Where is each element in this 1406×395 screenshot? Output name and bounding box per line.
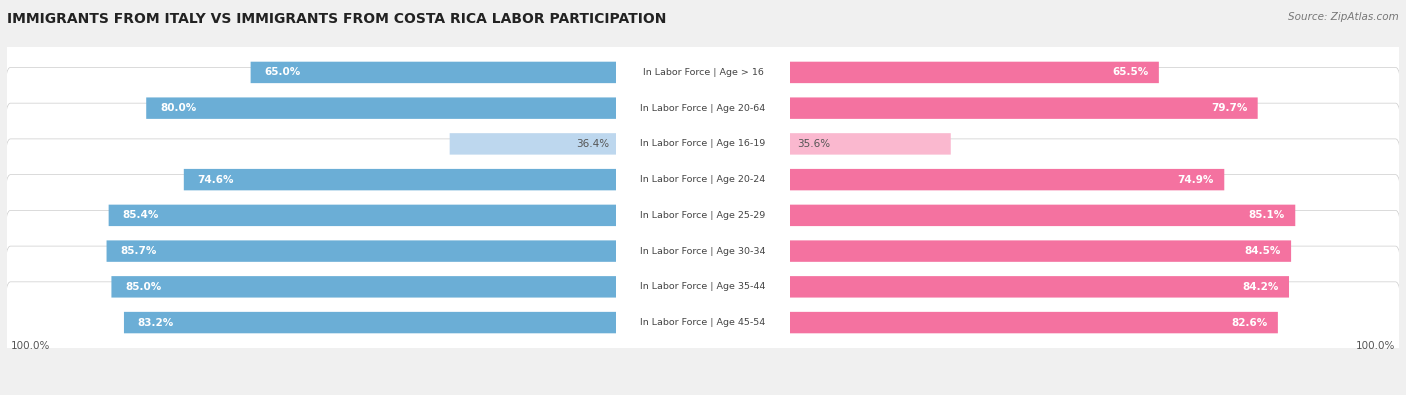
FancyBboxPatch shape bbox=[616, 276, 790, 297]
FancyBboxPatch shape bbox=[616, 312, 790, 333]
FancyBboxPatch shape bbox=[146, 98, 616, 119]
Text: 36.4%: 36.4% bbox=[576, 139, 609, 149]
FancyBboxPatch shape bbox=[6, 68, 1400, 149]
FancyBboxPatch shape bbox=[616, 241, 790, 262]
FancyBboxPatch shape bbox=[6, 246, 1400, 327]
FancyBboxPatch shape bbox=[790, 133, 950, 154]
Text: 65.5%: 65.5% bbox=[1112, 68, 1149, 77]
FancyBboxPatch shape bbox=[790, 276, 1289, 297]
FancyBboxPatch shape bbox=[108, 205, 616, 226]
Text: In Labor Force | Age 30-34: In Labor Force | Age 30-34 bbox=[640, 246, 766, 256]
FancyBboxPatch shape bbox=[184, 169, 616, 190]
Text: 100.0%: 100.0% bbox=[1357, 341, 1396, 351]
FancyBboxPatch shape bbox=[616, 98, 790, 119]
Text: 85.0%: 85.0% bbox=[125, 282, 162, 292]
Text: 83.2%: 83.2% bbox=[138, 318, 174, 327]
Text: 84.2%: 84.2% bbox=[1241, 282, 1278, 292]
Text: 65.0%: 65.0% bbox=[264, 68, 301, 77]
FancyBboxPatch shape bbox=[107, 241, 616, 262]
FancyBboxPatch shape bbox=[790, 205, 1295, 226]
FancyBboxPatch shape bbox=[616, 169, 790, 190]
FancyBboxPatch shape bbox=[616, 62, 790, 83]
FancyBboxPatch shape bbox=[6, 282, 1400, 363]
Text: In Labor Force | Age > 16: In Labor Force | Age > 16 bbox=[643, 68, 763, 77]
Text: IMMIGRANTS FROM ITALY VS IMMIGRANTS FROM COSTA RICA LABOR PARTICIPATION: IMMIGRANTS FROM ITALY VS IMMIGRANTS FROM… bbox=[7, 12, 666, 26]
Text: In Labor Force | Age 20-24: In Labor Force | Age 20-24 bbox=[640, 175, 766, 184]
FancyBboxPatch shape bbox=[6, 211, 1400, 292]
Text: 100.0%: 100.0% bbox=[10, 341, 49, 351]
Text: In Labor Force | Age 45-54: In Labor Force | Age 45-54 bbox=[640, 318, 766, 327]
FancyBboxPatch shape bbox=[450, 133, 616, 154]
Text: In Labor Force | Age 25-29: In Labor Force | Age 25-29 bbox=[640, 211, 766, 220]
FancyBboxPatch shape bbox=[6, 175, 1400, 256]
Text: 85.4%: 85.4% bbox=[122, 211, 159, 220]
FancyBboxPatch shape bbox=[6, 139, 1400, 220]
Text: 74.6%: 74.6% bbox=[198, 175, 235, 184]
FancyBboxPatch shape bbox=[790, 312, 1278, 333]
Text: 82.6%: 82.6% bbox=[1232, 318, 1267, 327]
FancyBboxPatch shape bbox=[790, 241, 1291, 262]
Text: 80.0%: 80.0% bbox=[160, 103, 197, 113]
FancyBboxPatch shape bbox=[6, 103, 1400, 184]
Text: Source: ZipAtlas.com: Source: ZipAtlas.com bbox=[1288, 12, 1399, 22]
Text: In Labor Force | Age 20-64: In Labor Force | Age 20-64 bbox=[640, 103, 766, 113]
FancyBboxPatch shape bbox=[250, 62, 616, 83]
FancyBboxPatch shape bbox=[790, 62, 1159, 83]
Text: 79.7%: 79.7% bbox=[1211, 103, 1247, 113]
Text: In Labor Force | Age 16-19: In Labor Force | Age 16-19 bbox=[640, 139, 766, 149]
FancyBboxPatch shape bbox=[6, 32, 1400, 113]
Text: 35.6%: 35.6% bbox=[797, 139, 830, 149]
FancyBboxPatch shape bbox=[790, 98, 1258, 119]
Text: 74.9%: 74.9% bbox=[1177, 175, 1213, 184]
FancyBboxPatch shape bbox=[790, 169, 1225, 190]
FancyBboxPatch shape bbox=[616, 205, 790, 226]
Text: 85.7%: 85.7% bbox=[121, 246, 157, 256]
FancyBboxPatch shape bbox=[124, 312, 616, 333]
Text: 85.1%: 85.1% bbox=[1249, 211, 1285, 220]
FancyBboxPatch shape bbox=[111, 276, 616, 297]
Text: 84.5%: 84.5% bbox=[1244, 246, 1281, 256]
Text: In Labor Force | Age 35-44: In Labor Force | Age 35-44 bbox=[640, 282, 766, 292]
FancyBboxPatch shape bbox=[616, 133, 790, 154]
